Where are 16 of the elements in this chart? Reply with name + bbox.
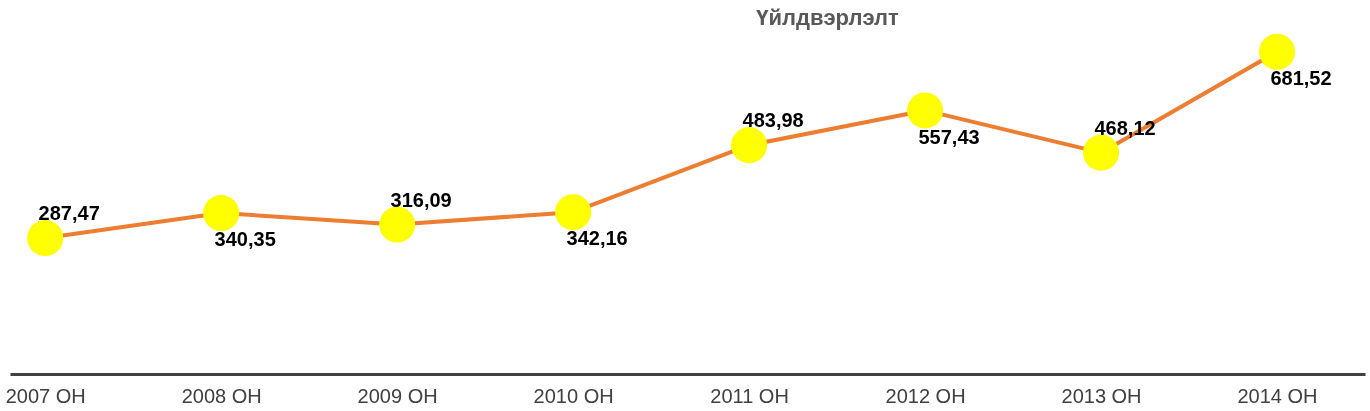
x-tick-label: 2010 OH: [533, 384, 614, 407]
data-label: 483,98: [742, 109, 804, 132]
x-tick-label: 2007 OH: [5, 384, 86, 407]
x-tick-label: 2012 OH: [885, 384, 966, 407]
x-tick-label: 2009 OH: [357, 384, 438, 407]
chart-title: Үйлдвэрлэлт: [756, 4, 900, 30]
data-label: 287,47: [38, 202, 100, 225]
data-label: 681,52: [1270, 66, 1332, 89]
x-tick-label: 2011 OH: [710, 384, 789, 407]
x-tick-label: 2013 OH: [1061, 384, 1142, 407]
data-label: 557,43: [918, 125, 980, 148]
x-tick-label: 2008 OH: [181, 384, 262, 407]
data-label: 316,09: [390, 188, 452, 211]
x-tick-label: 2014 OH: [1237, 384, 1318, 407]
data-label: 342,16: [566, 227, 628, 250]
data-label: 340,35: [214, 228, 276, 251]
